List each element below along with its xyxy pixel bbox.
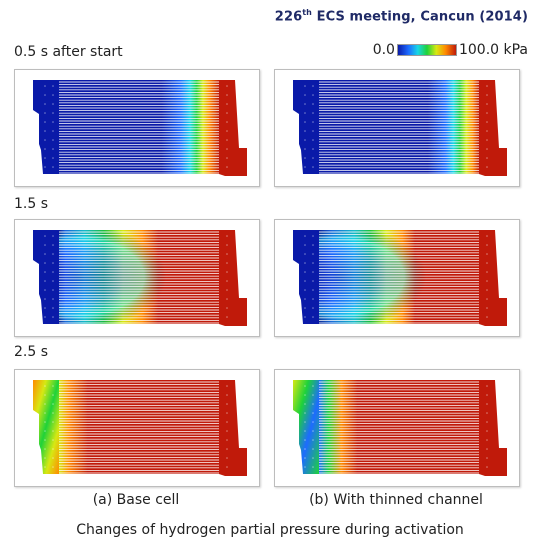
- row-label-1: 1.5 s: [14, 196, 49, 212]
- meeting-rest: ECS meeting, Cancun (2014): [311, 9, 528, 25]
- panel-base-1: [14, 219, 260, 337]
- figure-caption: Changes of hydrogen partial pressure dur…: [76, 522, 464, 538]
- panel-thinned-0: [274, 69, 520, 187]
- legend-color-bar: [396, 44, 457, 56]
- caption-base-cell: (a) Base cell: [92, 492, 180, 508]
- pressure-legend: 0.0 100.0 kPa: [373, 40, 528, 60]
- meeting-title: 226th ECS meeting, Cancun (2014): [275, 8, 528, 24]
- row-label-2: 2.5 s: [14, 344, 49, 360]
- caption-thinned-channel: (b) With thinned channel: [309, 492, 483, 508]
- meeting-ordinal-suffix: th: [302, 8, 312, 17]
- panel-base-0: [14, 69, 260, 187]
- legend-min-label: 0.0: [372, 42, 395, 58]
- legend-max-label: 100.0 kPa: [458, 42, 528, 58]
- panel-thinned-1: [274, 219, 520, 337]
- panel-base-2: [14, 369, 260, 487]
- panel-thinned-2: [274, 369, 520, 487]
- row-label-0: 0.5 s after start: [14, 44, 123, 60]
- meeting-ordinal: 226: [274, 9, 303, 25]
